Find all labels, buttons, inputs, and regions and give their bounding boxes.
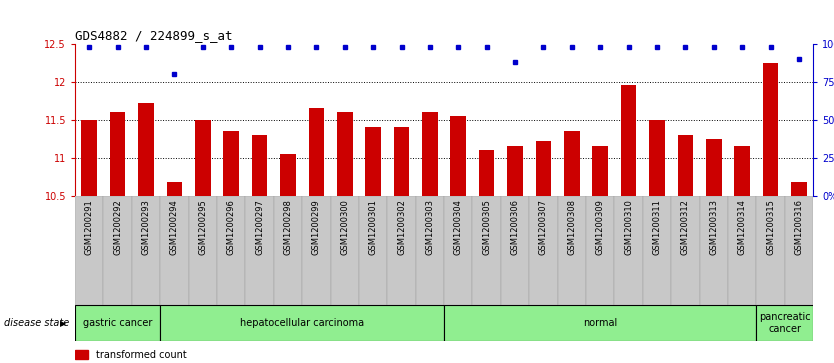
Bar: [763, 62, 778, 196]
Bar: [75, 305, 160, 341]
Bar: [564, 131, 580, 196]
Text: pancreatic
cancer: pancreatic cancer: [759, 312, 811, 334]
Bar: [620, 86, 636, 196]
Text: ▶: ▶: [60, 319, 67, 327]
Bar: [756, 196, 785, 305]
Bar: [82, 120, 97, 196]
Bar: [586, 196, 615, 305]
Bar: [75, 350, 88, 359]
Text: GSM1200298: GSM1200298: [284, 199, 293, 255]
Bar: [359, 196, 387, 305]
Bar: [450, 116, 466, 196]
Bar: [387, 196, 415, 305]
Bar: [422, 112, 438, 196]
Bar: [160, 305, 444, 341]
Text: GSM1200311: GSM1200311: [652, 199, 661, 255]
Bar: [167, 182, 182, 196]
Text: GSM1200300: GSM1200300: [340, 199, 349, 255]
Bar: [245, 196, 274, 305]
Bar: [649, 120, 665, 196]
Bar: [365, 127, 381, 196]
Bar: [785, 196, 813, 305]
Text: disease state: disease state: [4, 318, 69, 328]
Text: GSM1200313: GSM1200313: [709, 199, 718, 255]
Text: GSM1200297: GSM1200297: [255, 199, 264, 255]
Bar: [735, 146, 750, 196]
Text: hepatocellular carcinoma: hepatocellular carcinoma: [240, 318, 364, 328]
Text: GSM1200304: GSM1200304: [454, 199, 463, 255]
Bar: [643, 196, 671, 305]
Text: GSM1200301: GSM1200301: [369, 199, 378, 255]
Text: GSM1200299: GSM1200299: [312, 199, 321, 255]
Text: GSM1200316: GSM1200316: [795, 199, 803, 255]
Bar: [558, 196, 586, 305]
Bar: [444, 196, 473, 305]
Bar: [530, 196, 558, 305]
Text: GSM1200294: GSM1200294: [170, 199, 179, 255]
Text: gastric cancer: gastric cancer: [83, 318, 153, 328]
Bar: [337, 112, 353, 196]
Bar: [677, 135, 693, 196]
Bar: [706, 139, 721, 196]
Bar: [473, 196, 501, 305]
Text: transformed count: transformed count: [96, 350, 187, 360]
Bar: [700, 196, 728, 305]
Bar: [415, 196, 444, 305]
Text: GSM1200315: GSM1200315: [766, 199, 775, 255]
Bar: [592, 146, 608, 196]
Text: normal: normal: [583, 318, 617, 328]
Bar: [330, 196, 359, 305]
Bar: [479, 150, 495, 196]
Bar: [160, 196, 188, 305]
Text: GSM1200302: GSM1200302: [397, 199, 406, 255]
Text: GDS4882 / 224899_s_at: GDS4882 / 224899_s_at: [75, 29, 233, 42]
Text: GSM1200307: GSM1200307: [539, 199, 548, 255]
Bar: [302, 196, 330, 305]
Text: GSM1200291: GSM1200291: [85, 199, 93, 255]
Bar: [615, 196, 643, 305]
Text: GSM1200314: GSM1200314: [738, 199, 746, 255]
Bar: [217, 196, 245, 305]
Bar: [791, 182, 806, 196]
Text: GSM1200305: GSM1200305: [482, 199, 491, 255]
Bar: [110, 112, 125, 196]
Text: GSM1200295: GSM1200295: [198, 199, 208, 255]
Bar: [188, 196, 217, 305]
Bar: [728, 196, 756, 305]
Bar: [756, 305, 813, 341]
Text: GSM1200312: GSM1200312: [681, 199, 690, 255]
Bar: [444, 305, 756, 341]
Text: GSM1200306: GSM1200306: [510, 199, 520, 255]
Text: GSM1200296: GSM1200296: [227, 199, 236, 255]
Bar: [132, 196, 160, 305]
Bar: [671, 196, 700, 305]
Text: GSM1200292: GSM1200292: [113, 199, 122, 255]
Text: GSM1200293: GSM1200293: [142, 199, 150, 255]
Bar: [501, 196, 530, 305]
Bar: [75, 196, 103, 305]
Bar: [535, 141, 551, 196]
Bar: [224, 131, 239, 196]
Bar: [274, 196, 302, 305]
Bar: [138, 103, 153, 196]
Bar: [280, 154, 296, 196]
Text: GSM1200308: GSM1200308: [567, 199, 576, 255]
Text: GSM1200309: GSM1200309: [595, 199, 605, 255]
Text: GSM1200310: GSM1200310: [624, 199, 633, 255]
Text: GSM1200303: GSM1200303: [425, 199, 435, 255]
Bar: [507, 146, 523, 196]
Bar: [394, 127, 409, 196]
Bar: [309, 108, 324, 196]
Bar: [103, 196, 132, 305]
Bar: [252, 135, 268, 196]
Bar: [195, 120, 211, 196]
